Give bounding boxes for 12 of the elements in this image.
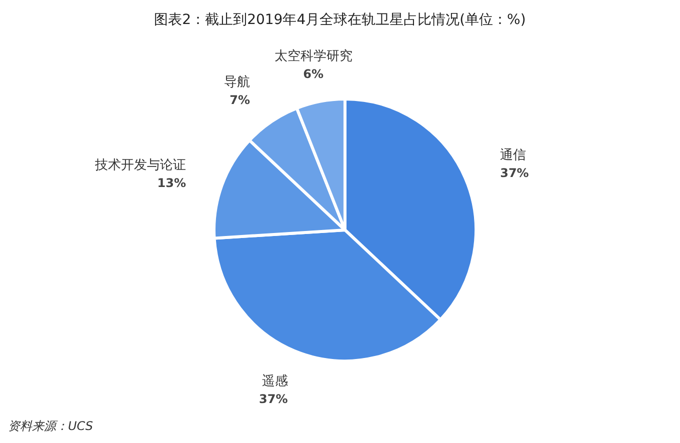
slice-label: 通信 [500, 148, 526, 163]
slice-label: 遥感 [262, 374, 288, 390]
chart-title: 图表2：截止到2019年4月全球在轨卫星占比情况(单位：%) [154, 12, 526, 28]
data-label: 7% [230, 93, 250, 108]
data-label: 13% [157, 176, 186, 190]
slice-label: 技术开发与论证 [94, 158, 186, 173]
slice-label: 太空科学研究 [274, 48, 352, 64]
data-label: 37% [500, 166, 529, 180]
text: 资料来源：UCS [8, 419, 94, 433]
slice-label: 导航 [224, 75, 250, 90]
data-label: 37% [259, 392, 288, 406]
data-label: 6% [303, 66, 324, 81]
